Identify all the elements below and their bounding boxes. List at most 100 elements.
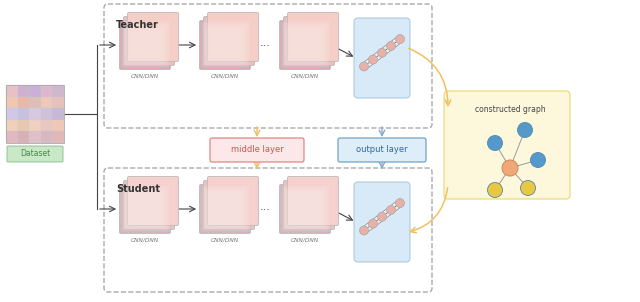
- FancyBboxPatch shape: [200, 185, 250, 233]
- Bar: [52, 131, 64, 143]
- Text: CNN/DNN: CNN/DNN: [211, 238, 239, 243]
- FancyBboxPatch shape: [287, 176, 339, 226]
- FancyBboxPatch shape: [200, 21, 250, 69]
- FancyBboxPatch shape: [122, 188, 168, 230]
- Bar: [6, 108, 18, 120]
- Bar: [41, 108, 52, 120]
- Text: CNN/DNN: CNN/DNN: [131, 74, 159, 79]
- Bar: [29, 120, 41, 131]
- Circle shape: [387, 41, 396, 50]
- Circle shape: [369, 55, 378, 64]
- Circle shape: [360, 226, 369, 235]
- FancyBboxPatch shape: [125, 189, 165, 229]
- Circle shape: [488, 136, 502, 150]
- FancyBboxPatch shape: [124, 181, 175, 230]
- FancyBboxPatch shape: [120, 21, 170, 69]
- Bar: [41, 97, 52, 108]
- Text: Dataset: Dataset: [20, 149, 50, 159]
- FancyBboxPatch shape: [120, 21, 170, 69]
- Bar: [29, 131, 41, 143]
- FancyBboxPatch shape: [280, 21, 330, 69]
- Circle shape: [520, 181, 536, 195]
- FancyBboxPatch shape: [207, 191, 243, 226]
- Bar: [29, 85, 41, 97]
- Bar: [18, 131, 29, 143]
- FancyBboxPatch shape: [444, 91, 570, 199]
- FancyBboxPatch shape: [129, 29, 161, 61]
- FancyBboxPatch shape: [200, 21, 250, 69]
- Text: CNN/DNN: CNN/DNN: [291, 238, 319, 243]
- Circle shape: [396, 199, 404, 207]
- FancyBboxPatch shape: [122, 24, 168, 66]
- Text: Student: Student: [116, 184, 160, 194]
- FancyBboxPatch shape: [202, 24, 248, 66]
- FancyBboxPatch shape: [280, 185, 330, 233]
- Circle shape: [378, 212, 387, 221]
- Circle shape: [387, 205, 396, 214]
- Text: CNN/DNN: CNN/DNN: [131, 238, 159, 243]
- Bar: [6, 120, 18, 131]
- Bar: [41, 120, 52, 131]
- Circle shape: [518, 123, 532, 137]
- FancyBboxPatch shape: [284, 181, 335, 230]
- FancyBboxPatch shape: [287, 12, 339, 62]
- Text: CNN/DNN: CNN/DNN: [211, 74, 239, 79]
- FancyBboxPatch shape: [127, 176, 179, 226]
- Bar: [6, 85, 64, 143]
- Circle shape: [488, 182, 502, 198]
- FancyBboxPatch shape: [120, 185, 170, 233]
- Polygon shape: [364, 199, 400, 235]
- FancyBboxPatch shape: [7, 146, 63, 162]
- Text: CNN/DNN: CNN/DNN: [291, 74, 319, 79]
- FancyBboxPatch shape: [127, 191, 163, 226]
- FancyBboxPatch shape: [204, 17, 255, 66]
- Bar: [41, 131, 52, 143]
- Circle shape: [378, 48, 387, 57]
- FancyBboxPatch shape: [204, 181, 255, 230]
- FancyBboxPatch shape: [207, 176, 259, 226]
- FancyBboxPatch shape: [289, 29, 321, 61]
- Bar: [6, 131, 18, 143]
- Text: middle layer: middle layer: [230, 146, 284, 155]
- Circle shape: [531, 153, 545, 168]
- Polygon shape: [364, 35, 400, 71]
- Bar: [52, 97, 64, 108]
- FancyBboxPatch shape: [338, 138, 426, 162]
- FancyBboxPatch shape: [280, 21, 330, 69]
- FancyBboxPatch shape: [205, 25, 245, 65]
- Bar: [6, 97, 18, 108]
- FancyBboxPatch shape: [287, 191, 323, 226]
- Circle shape: [396, 35, 404, 43]
- Circle shape: [360, 62, 369, 71]
- Bar: [18, 120, 29, 131]
- Bar: [18, 97, 29, 108]
- FancyBboxPatch shape: [127, 12, 179, 62]
- Bar: [29, 108, 41, 120]
- FancyBboxPatch shape: [280, 185, 330, 233]
- FancyBboxPatch shape: [124, 17, 175, 66]
- FancyBboxPatch shape: [209, 193, 241, 225]
- FancyBboxPatch shape: [354, 182, 410, 262]
- Bar: [18, 108, 29, 120]
- FancyBboxPatch shape: [200, 185, 250, 233]
- FancyBboxPatch shape: [207, 27, 243, 63]
- Text: Teacher: Teacher: [116, 20, 159, 30]
- FancyBboxPatch shape: [285, 189, 325, 229]
- Circle shape: [369, 219, 378, 228]
- Circle shape: [502, 160, 518, 176]
- Text: ...: ...: [260, 202, 271, 212]
- FancyBboxPatch shape: [205, 189, 245, 229]
- FancyBboxPatch shape: [282, 188, 328, 230]
- Bar: [52, 85, 64, 97]
- FancyBboxPatch shape: [202, 188, 248, 230]
- FancyBboxPatch shape: [354, 18, 410, 98]
- Text: constructed graph: constructed graph: [475, 105, 545, 114]
- FancyBboxPatch shape: [287, 27, 323, 63]
- FancyBboxPatch shape: [125, 25, 165, 65]
- FancyBboxPatch shape: [282, 24, 328, 66]
- Bar: [29, 97, 41, 108]
- FancyBboxPatch shape: [120, 185, 170, 233]
- FancyBboxPatch shape: [210, 138, 304, 162]
- Bar: [52, 120, 64, 131]
- Bar: [41, 85, 52, 97]
